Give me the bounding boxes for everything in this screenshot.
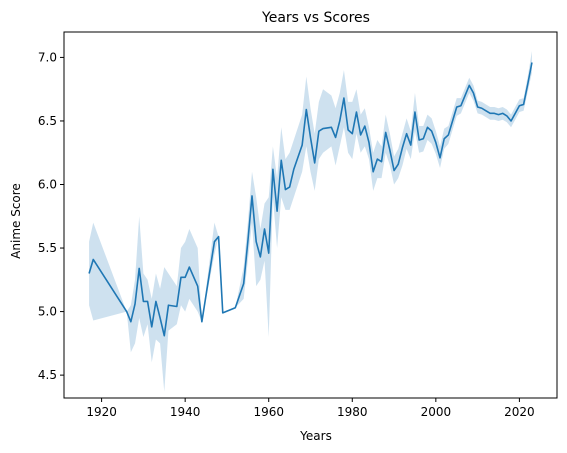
- axis-ticks: 1920 1940 1960 1980 2000 2020 4.5 5.0 5.5 6.0 6.5 7…: [38, 50, 535, 419]
- x-tick-label: 1940: [170, 405, 201, 419]
- x-tick-label: 2020: [504, 405, 535, 419]
- x-tick-label: 1980: [337, 405, 368, 419]
- series-line: [88, 62, 533, 337]
- y-tick-label: 6.5: [38, 114, 57, 128]
- plot-area: [88, 51, 533, 392]
- x-axis-label: Years: [299, 429, 332, 443]
- y-tick-label: 4.5: [38, 368, 57, 382]
- y-axis-label: Anime Score: [9, 183, 23, 259]
- y-tick-label: 5.0: [38, 305, 57, 319]
- x-tick-label: 1920: [86, 405, 117, 419]
- y-tick-label: 5.5: [38, 241, 57, 255]
- chart-title: Years vs Scores: [261, 10, 370, 26]
- x-tick-label: 1960: [253, 405, 284, 419]
- y-tick-label: 6.0: [38, 178, 57, 192]
- x-tick-label: 2000: [421, 405, 452, 419]
- axes-frame: [63, 31, 558, 399]
- y-tick-label: 7.0: [38, 50, 57, 64]
